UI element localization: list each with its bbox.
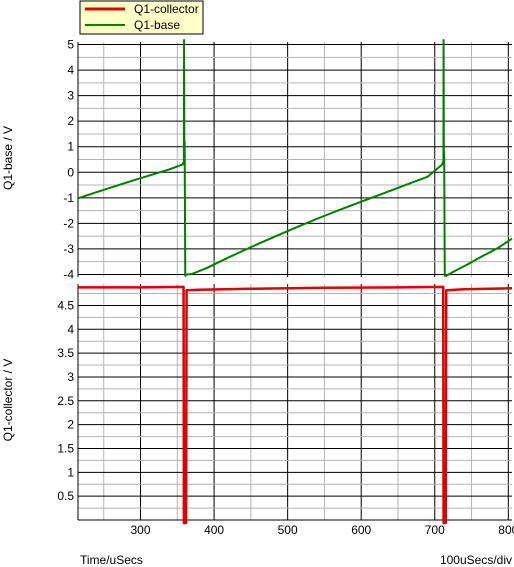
bottom-panel-y-label: Q1-collector / V — [1, 359, 15, 442]
top-panel-y-label: Q1-base / V — [1, 126, 15, 190]
legend-label-q1-collector: Q1-collector — [134, 2, 199, 16]
y-tick-label: 3 — [67, 89, 74, 103]
y-tick-label: -4 — [63, 267, 74, 281]
y-tick-label: 3 — [67, 370, 74, 384]
y-tick-label: 5 — [67, 38, 74, 52]
y-tick-label: 2 — [67, 418, 74, 432]
series — [77, 39, 513, 525]
y-tick-label: 2.5 — [57, 394, 74, 408]
series-line-q1-base — [77, 39, 513, 277]
y-tick-label: 0.5 — [57, 489, 74, 503]
x-tick-label: 300 — [131, 523, 151, 537]
y-tick-label: 1.5 — [57, 441, 74, 455]
legend-box — [79, 0, 204, 35]
y-tick-label: 1 — [67, 465, 74, 479]
y-tick-label: 3.5 — [57, 346, 74, 360]
legend-label-q1-base: Q1-base — [134, 18, 180, 32]
y-tick-label: -2 — [63, 216, 74, 230]
y-tick-label: 4 — [67, 63, 74, 77]
y-tick-label: 2 — [67, 114, 74, 128]
x-axis-label: Time/uSecs — [80, 553, 143, 567]
x-tick-label: 800 — [498, 523, 514, 537]
y-tick-label: 4 — [67, 322, 74, 336]
x-scale-note: 100uSecs/div — [440, 553, 512, 567]
axes: -4 -3 -2 -1 0 1 2 3 4 5 0.5 1 1.5 2 2.5 3 3.5 4 4.5 300 400 5… — [57, 38, 514, 537]
x-tick-label: 400 — [204, 523, 224, 537]
x-tick-label: 700 — [425, 523, 445, 537]
labels: Time/uSecs 100uSecs/div Q1-base / V Q1-c… — [1, 126, 512, 567]
x-tick-label: 500 — [278, 523, 298, 537]
legend: Q1-collector Q1-base — [79, 0, 204, 35]
y-tick-label: 1 — [67, 140, 74, 154]
y-tick-label: -1 — [63, 191, 74, 205]
series-line-q1-collector — [78, 285, 513, 525]
y-tick-label: 0 — [67, 165, 74, 179]
y-tick-label: 4.5 — [57, 298, 74, 312]
grid — [78, 42, 512, 521]
y-tick-label: -3 — [63, 242, 74, 256]
x-tick-label: 600 — [351, 523, 371, 537]
